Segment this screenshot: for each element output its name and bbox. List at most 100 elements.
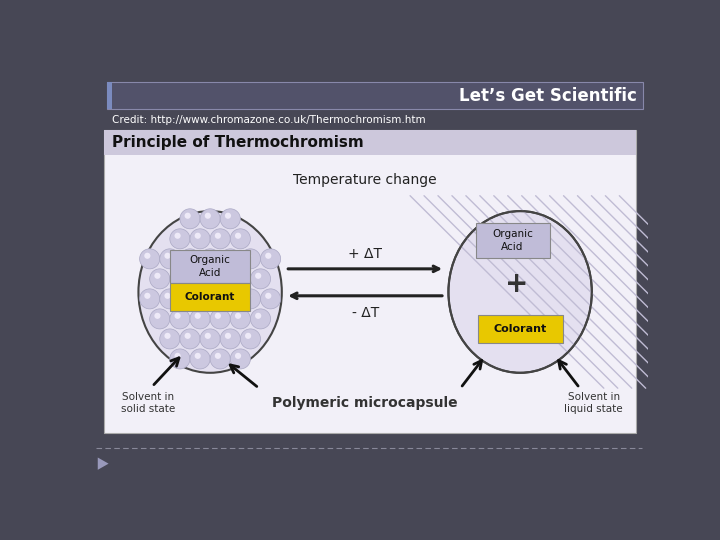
Bar — [170, 284, 251, 311]
Circle shape — [200, 249, 220, 269]
Bar — [104, 130, 636, 433]
Circle shape — [160, 329, 180, 349]
Circle shape — [180, 249, 200, 269]
Text: Credit: http://www.chromazone.co.uk/Thermochromism.htm: Credit: http://www.chromazone.co.uk/Ther… — [112, 115, 426, 125]
Bar — [476, 222, 549, 258]
Circle shape — [150, 269, 170, 289]
Text: Colorant: Colorant — [185, 292, 235, 302]
Text: Organic
Acid: Organic Acid — [189, 255, 230, 278]
Circle shape — [215, 353, 221, 359]
Circle shape — [174, 313, 181, 319]
Circle shape — [215, 233, 221, 239]
Bar — [104, 130, 636, 155]
Circle shape — [225, 213, 231, 219]
Circle shape — [170, 269, 190, 289]
Circle shape — [190, 349, 210, 369]
Circle shape — [140, 249, 160, 269]
Bar — [107, 82, 112, 110]
Circle shape — [190, 229, 210, 249]
Circle shape — [170, 349, 190, 369]
Circle shape — [170, 229, 190, 249]
Circle shape — [210, 229, 230, 249]
Text: Organic
Acid: Organic Acid — [492, 229, 533, 252]
Circle shape — [204, 253, 211, 259]
Circle shape — [190, 269, 210, 289]
Circle shape — [204, 333, 211, 339]
Circle shape — [235, 313, 241, 319]
Circle shape — [265, 253, 271, 259]
Circle shape — [204, 293, 211, 299]
Circle shape — [194, 233, 201, 239]
Circle shape — [251, 269, 271, 289]
Ellipse shape — [449, 211, 592, 373]
Circle shape — [144, 293, 150, 299]
Circle shape — [184, 253, 191, 259]
Circle shape — [154, 273, 161, 279]
Circle shape — [225, 293, 231, 299]
Text: Temperature change: Temperature change — [293, 173, 437, 187]
Circle shape — [240, 289, 261, 309]
Circle shape — [230, 349, 251, 369]
Circle shape — [230, 269, 251, 289]
Circle shape — [255, 273, 261, 279]
Circle shape — [220, 289, 240, 309]
Circle shape — [235, 353, 241, 359]
Circle shape — [210, 269, 230, 289]
Text: - ΔT: - ΔT — [351, 306, 379, 320]
Circle shape — [251, 309, 271, 329]
Circle shape — [184, 333, 191, 339]
Text: Colorant: Colorant — [493, 324, 546, 334]
Circle shape — [210, 349, 230, 369]
Circle shape — [225, 333, 231, 339]
Circle shape — [235, 233, 241, 239]
Circle shape — [154, 313, 161, 319]
Circle shape — [220, 209, 240, 229]
Ellipse shape — [138, 211, 282, 373]
Text: + ΔT: + ΔT — [348, 247, 382, 261]
Circle shape — [144, 253, 150, 259]
Bar — [107, 82, 644, 110]
Circle shape — [174, 233, 181, 239]
Circle shape — [180, 209, 200, 229]
Text: Solvent in
liquid state: Solvent in liquid state — [564, 392, 623, 415]
Text: Solvent in
solid state: Solvent in solid state — [121, 392, 175, 415]
Circle shape — [200, 329, 220, 349]
Circle shape — [180, 289, 200, 309]
Circle shape — [174, 273, 181, 279]
Circle shape — [245, 253, 251, 259]
Circle shape — [140, 289, 160, 309]
Circle shape — [235, 273, 241, 279]
Circle shape — [160, 289, 180, 309]
Circle shape — [261, 249, 281, 269]
Circle shape — [180, 329, 200, 349]
Circle shape — [164, 333, 171, 339]
Text: +: + — [505, 270, 528, 298]
Text: Let’s Get Scientific: Let’s Get Scientific — [459, 86, 637, 105]
Circle shape — [204, 213, 211, 219]
Circle shape — [255, 313, 261, 319]
Circle shape — [210, 309, 230, 329]
Circle shape — [164, 253, 171, 259]
Circle shape — [160, 249, 180, 269]
Circle shape — [215, 313, 221, 319]
Circle shape — [240, 329, 261, 349]
Circle shape — [220, 249, 240, 269]
Circle shape — [230, 229, 251, 249]
Circle shape — [265, 293, 271, 299]
Circle shape — [190, 309, 210, 329]
Circle shape — [184, 293, 191, 299]
Circle shape — [245, 293, 251, 299]
Circle shape — [230, 309, 251, 329]
Circle shape — [150, 309, 170, 329]
Bar — [170, 249, 251, 284]
Circle shape — [245, 333, 251, 339]
Circle shape — [215, 273, 221, 279]
Circle shape — [184, 213, 191, 219]
Circle shape — [164, 293, 171, 299]
Circle shape — [170, 309, 190, 329]
Circle shape — [240, 249, 261, 269]
Text: Polymeric microcapsule: Polymeric microcapsule — [272, 396, 458, 410]
Circle shape — [194, 313, 201, 319]
Circle shape — [194, 353, 201, 359]
Circle shape — [261, 289, 281, 309]
